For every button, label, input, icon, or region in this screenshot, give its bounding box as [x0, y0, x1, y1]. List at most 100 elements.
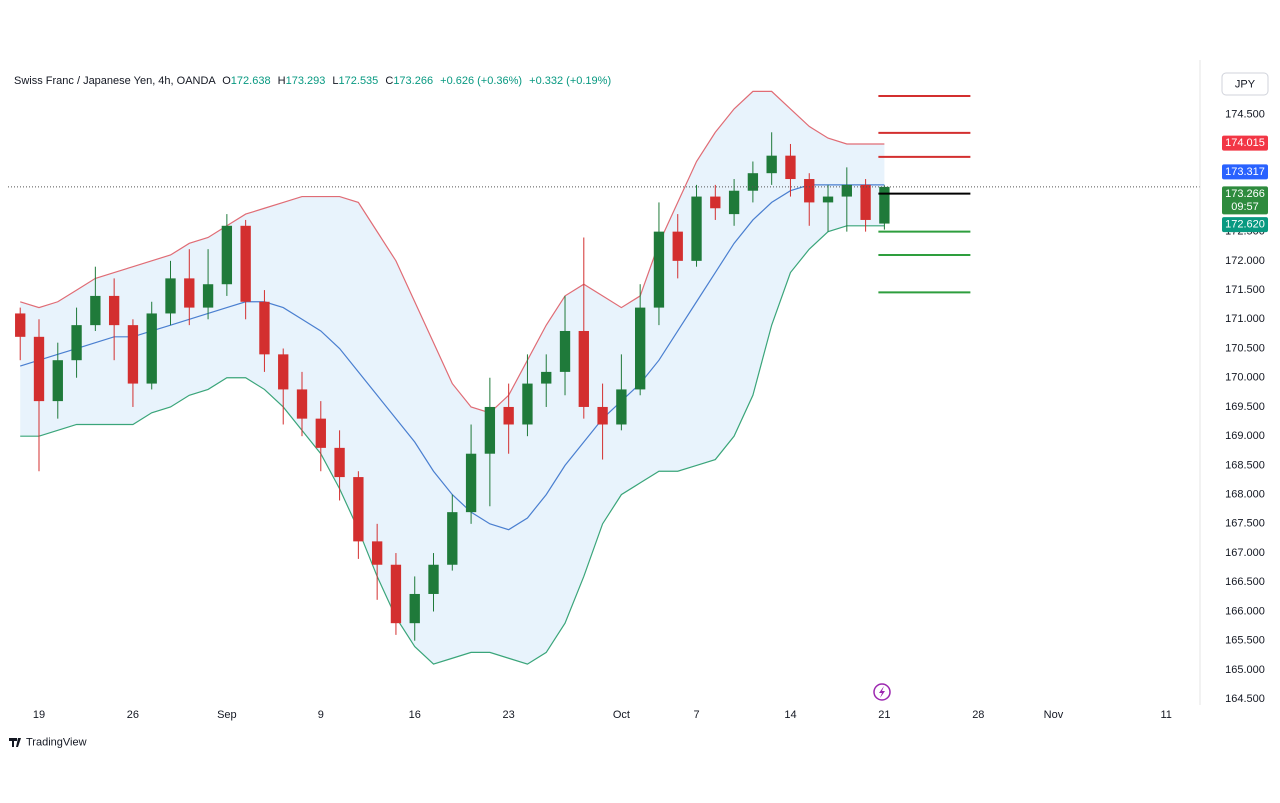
- candle-body: [353, 477, 364, 542]
- candle-body: [766, 155, 777, 174]
- candle-body: [541, 371, 552, 384]
- candle-body: [522, 383, 533, 425]
- candle-body: [653, 231, 665, 308]
- y-tick-label: 167.500: [1225, 518, 1265, 530]
- candle-body: [146, 313, 157, 384]
- currency-button[interactable]: [1221, 72, 1269, 96]
- y-tick-label: 167.000: [1225, 547, 1265, 559]
- candle-body: [296, 389, 308, 419]
- candle-body: [691, 196, 702, 261]
- x-tick-label: 26: [127, 709, 139, 721]
- plot-area: [8, 90, 1200, 665]
- y-tick-label: 174.500: [1225, 109, 1265, 121]
- x-tick-label: 23: [503, 709, 515, 721]
- price-tag: [1222, 217, 1268, 233]
- x-tick-label: 14: [784, 709, 796, 721]
- alert-icon[interactable]: [873, 683, 891, 701]
- x-tick-label: 9: [318, 709, 324, 721]
- candle-body: [597, 406, 608, 425]
- candle-body: [672, 231, 683, 261]
- candle-body: [202, 284, 214, 308]
- candle-body: [616, 389, 627, 425]
- candle-body: [315, 418, 326, 448]
- candle-body: [409, 593, 420, 624]
- candle-body: [860, 184, 871, 220]
- band-line: [20, 225, 885, 665]
- candle-body: [71, 325, 82, 361]
- x-tick-label: 28: [972, 709, 984, 721]
- candle-body: [879, 186, 890, 224]
- x-tick-label: 21: [878, 709, 890, 721]
- price-tag: [1222, 135, 1268, 151]
- legend-header: Swiss Franc / Japanese Yen, 4h, OANDA O1…: [14, 75, 611, 87]
- price-tag-label: 174.015: [1225, 137, 1265, 149]
- x-tick-label: Oct: [613, 709, 630, 721]
- candle-body: [184, 278, 195, 308]
- y-tick-label: 172.000: [1225, 255, 1265, 267]
- brand-name[interactable]: TradingView: [26, 736, 87, 748]
- x-tick-label: Nov: [1044, 709, 1064, 721]
- candle-body: [240, 225, 251, 302]
- price-tag-label: 173.266: [1225, 188, 1265, 200]
- candle-body: [465, 453, 477, 513]
- price-tag: [1222, 186, 1268, 215]
- y-tick-label: 171.500: [1225, 284, 1265, 296]
- candle-body: [447, 512, 458, 565]
- x-tick-label: 7: [693, 709, 699, 721]
- candle-body: [804, 179, 815, 203]
- ohlc-label: L: [332, 75, 338, 87]
- change-2: +0.332 (+0.19%): [529, 75, 611, 87]
- x-tick-label: 16: [409, 709, 421, 721]
- candle-body: [52, 360, 63, 402]
- candle-body: [747, 173, 759, 191]
- x-tick-label: 19: [33, 709, 45, 721]
- candle-body: [578, 330, 589, 407]
- candle-body: [841, 184, 852, 197]
- candle-body: [710, 196, 721, 209]
- y-tick-label: 171.000: [1225, 313, 1265, 325]
- y-tick-label: 165.000: [1225, 664, 1265, 676]
- candle-body: [221, 225, 233, 285]
- alert-circle[interactable]: [873, 683, 891, 701]
- candle-body: [484, 406, 496, 454]
- brand-logo[interactable]: TradingView: [9, 736, 87, 748]
- y-tick-label: 170.000: [1225, 372, 1265, 384]
- band-fill: [20, 91, 885, 665]
- price-tag-label: 172.620: [1225, 219, 1265, 231]
- y-tick-label: 165.500: [1225, 635, 1265, 647]
- price-tag: [1222, 164, 1268, 180]
- candle-body: [503, 406, 514, 425]
- candle-body: [371, 541, 383, 565]
- x-tick-label: Sep: [217, 709, 237, 721]
- ohlc-value: 172.638: [231, 75, 271, 87]
- candle-body: [428, 564, 439, 594]
- candle-body: [127, 325, 139, 384]
- candle-body: [822, 196, 834, 203]
- brand-mark[interactable]: [9, 738, 21, 747]
- symbol-title: Swiss Franc / Japanese Yen, 4h, OANDA: [14, 75, 216, 87]
- ohlc-value: 173.266: [393, 75, 433, 87]
- currency-label[interactable]: JPY: [1235, 78, 1256, 90]
- candle-body: [559, 330, 571, 372]
- candle-body: [785, 155, 796, 180]
- candle-body: [259, 301, 270, 355]
- ohlc-value: 173.293: [286, 75, 326, 87]
- y-tick-label: 168.000: [1225, 489, 1265, 501]
- candle-body: [634, 307, 646, 390]
- y-tick-label: 164.500: [1225, 693, 1265, 705]
- price-tag-countdown: 09:57: [1231, 201, 1259, 213]
- candle-body: [390, 564, 402, 624]
- y-tick-label: 170.500: [1225, 342, 1265, 354]
- y-tick-label: 169.000: [1225, 430, 1265, 442]
- ohlc-value: 172.535: [339, 75, 379, 87]
- candle-body: [90, 295, 101, 326]
- y-tick-label: 168.500: [1225, 459, 1265, 471]
- candle-body: [165, 278, 176, 314]
- band-line: [20, 90, 885, 414]
- candle-body: [33, 336, 45, 402]
- alert-bolt[interactable]: [879, 686, 885, 698]
- ohlc-label: H: [278, 75, 286, 87]
- candle-body: [278, 354, 289, 390]
